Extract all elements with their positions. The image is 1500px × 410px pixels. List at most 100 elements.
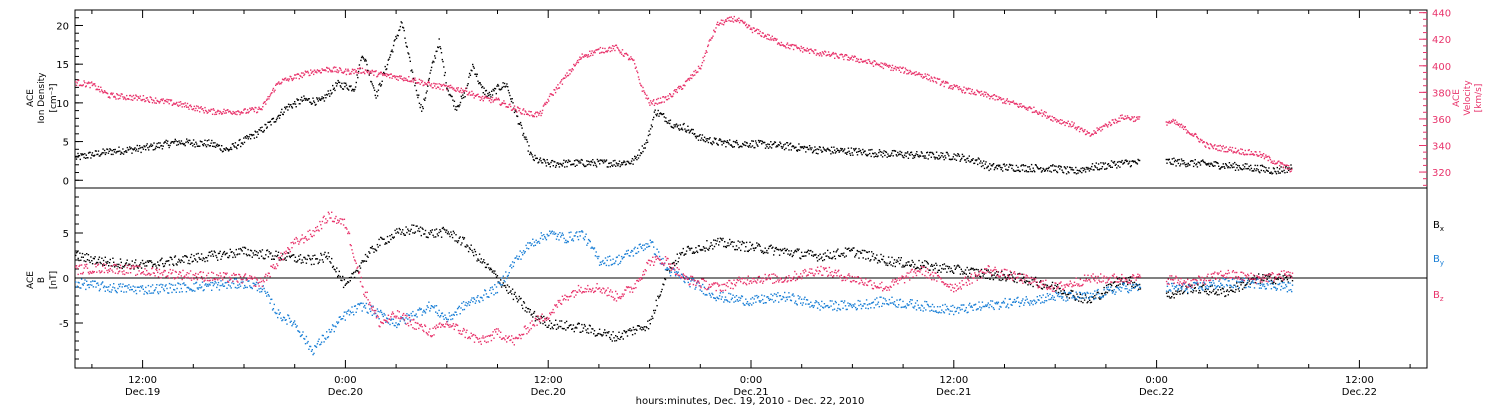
data-point bbox=[1205, 164, 1208, 166]
data-point bbox=[315, 346, 318, 348]
data-point bbox=[872, 65, 875, 67]
data-point bbox=[643, 326, 646, 328]
data-point bbox=[599, 46, 602, 49]
data-point bbox=[266, 249, 268, 252]
data-point bbox=[958, 265, 960, 267]
data-point bbox=[1134, 160, 1136, 163]
data-point bbox=[260, 251, 262, 253]
data-point bbox=[205, 283, 207, 285]
data-point bbox=[552, 94, 554, 96]
data-point bbox=[808, 148, 810, 151]
data-point bbox=[890, 264, 892, 266]
data-point bbox=[399, 25, 402, 28]
data-point bbox=[456, 105, 459, 108]
data-point bbox=[745, 241, 748, 244]
data-point bbox=[1262, 155, 1264, 157]
data-point bbox=[1237, 149, 1240, 151]
data-point bbox=[434, 85, 436, 87]
data-point bbox=[806, 251, 809, 253]
data-point bbox=[1008, 274, 1011, 276]
data-point bbox=[967, 157, 969, 159]
data-point bbox=[1126, 160, 1128, 163]
data-point bbox=[761, 32, 764, 34]
data-point bbox=[437, 46, 440, 49]
data-point bbox=[269, 302, 271, 304]
data-point bbox=[799, 146, 802, 148]
data-point bbox=[608, 162, 611, 164]
data-point bbox=[1086, 302, 1088, 304]
data-point bbox=[282, 319, 284, 321]
data-point bbox=[419, 226, 422, 228]
data-point bbox=[1109, 122, 1111, 124]
data-point bbox=[301, 100, 303, 102]
data-point bbox=[1118, 160, 1120, 163]
data-point bbox=[186, 106, 188, 108]
data-point bbox=[1253, 154, 1255, 156]
data-point bbox=[1211, 163, 1213, 165]
data-point bbox=[214, 113, 216, 116]
data-point bbox=[578, 322, 580, 325]
data-point bbox=[361, 310, 363, 312]
data-point bbox=[971, 88, 973, 91]
data-point bbox=[1210, 291, 1213, 294]
data-point bbox=[874, 60, 876, 62]
data-point bbox=[833, 250, 835, 253]
data-point bbox=[676, 126, 678, 128]
data-point bbox=[1286, 164, 1288, 166]
data-point bbox=[397, 232, 400, 234]
data-point bbox=[364, 304, 366, 307]
data-point bbox=[1041, 170, 1043, 172]
data-point bbox=[378, 72, 380, 74]
data-point bbox=[1232, 152, 1234, 154]
data-point bbox=[1064, 124, 1066, 127]
data-point bbox=[888, 66, 890, 68]
data-point bbox=[229, 110, 231, 113]
data-point bbox=[903, 71, 906, 73]
data-point bbox=[390, 73, 392, 75]
data-point bbox=[758, 244, 760, 246]
data-point bbox=[545, 101, 548, 103]
data-point bbox=[965, 161, 967, 163]
data-point bbox=[1027, 107, 1030, 109]
data-point bbox=[1013, 281, 1016, 283]
data-point bbox=[731, 20, 733, 22]
data-point bbox=[313, 69, 316, 71]
data-point bbox=[341, 318, 343, 320]
data-point bbox=[399, 77, 402, 79]
data-point bbox=[1208, 147, 1211, 150]
data-point bbox=[1056, 121, 1058, 123]
data-point bbox=[859, 150, 861, 152]
data-point bbox=[288, 317, 291, 320]
data-point bbox=[137, 96, 139, 98]
data-point bbox=[653, 116, 655, 119]
data-point bbox=[621, 162, 623, 164]
data-point bbox=[322, 261, 324, 263]
data-point bbox=[756, 242, 758, 244]
data-point bbox=[754, 146, 756, 149]
data-point bbox=[1170, 297, 1172, 299]
data-point bbox=[656, 103, 659, 105]
data-point bbox=[335, 82, 337, 84]
data-point bbox=[1062, 121, 1065, 124]
data-point bbox=[421, 80, 424, 82]
data-point bbox=[943, 263, 946, 265]
data-point bbox=[236, 254, 238, 256]
data-point bbox=[632, 326, 635, 329]
data-point bbox=[170, 142, 172, 144]
data-point bbox=[970, 267, 973, 269]
data-point bbox=[1097, 291, 1099, 294]
data-point bbox=[866, 155, 869, 157]
data-point bbox=[320, 252, 322, 255]
data-point bbox=[837, 56, 839, 58]
data-point bbox=[1079, 128, 1081, 130]
data-point bbox=[115, 98, 117, 100]
data-point bbox=[521, 304, 523, 306]
data-point bbox=[1256, 164, 1259, 167]
data-point bbox=[484, 96, 486, 99]
data-point bbox=[652, 317, 654, 320]
data-point bbox=[1205, 163, 1207, 165]
data-point bbox=[219, 250, 221, 253]
data-point bbox=[235, 248, 237, 251]
data-point bbox=[109, 97, 111, 99]
data-point bbox=[1003, 102, 1005, 104]
